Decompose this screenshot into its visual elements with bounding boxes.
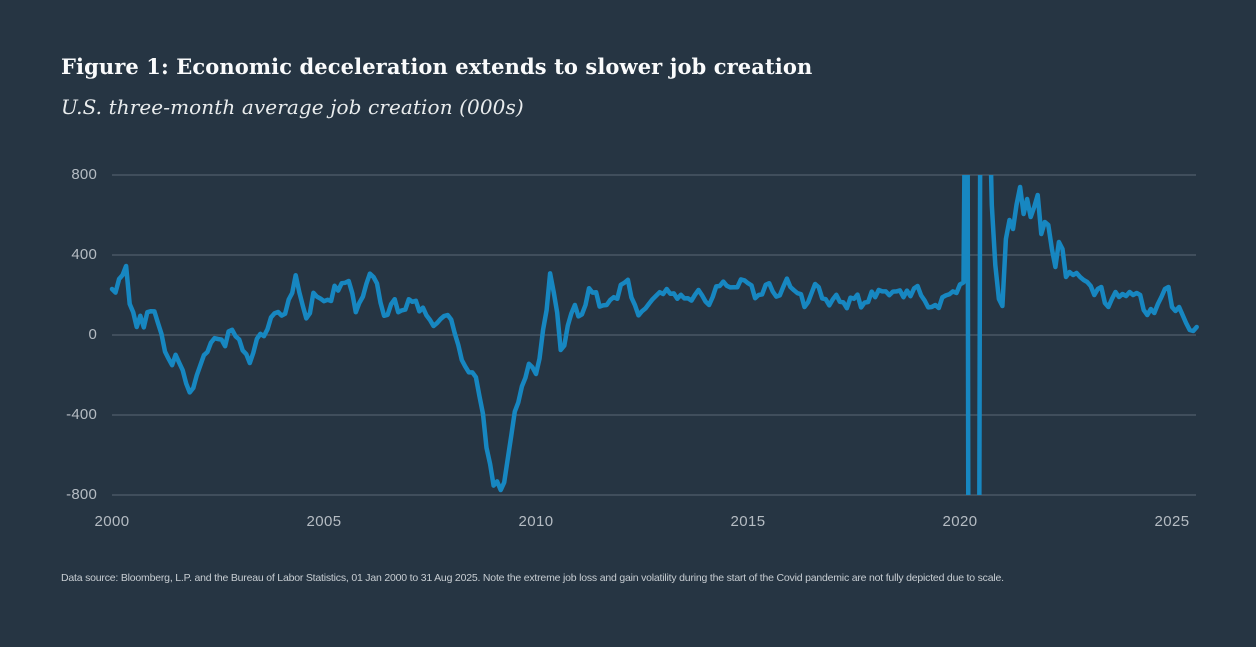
gridlines	[112, 174, 1196, 496]
y-tick-label: -800	[66, 486, 97, 503]
y-tick-label: 0	[88, 326, 97, 343]
x-tick-label: 2015	[730, 513, 766, 530]
y-tick-label: 400	[71, 246, 97, 263]
x-tick-label: 2005	[306, 513, 342, 530]
x-tick-label: 2010	[518, 513, 554, 530]
y-tick-label: 800	[71, 166, 97, 183]
job-creation-line	[109, 175, 1199, 495]
x-tick-label: 2020	[942, 513, 978, 530]
x-tick-label: 2025	[1154, 513, 1190, 530]
figure-title: Figure 1: Economic deceleration extends …	[61, 54, 813, 79]
y-tick-label: -400	[66, 406, 97, 423]
source-note: Data source: Bloomberg, L.P. and the Bur…	[61, 572, 1004, 584]
figure-subtitle: U.S. three-month average job creation (0…	[61, 95, 524, 119]
x-tick-label: 2000	[94, 513, 130, 530]
